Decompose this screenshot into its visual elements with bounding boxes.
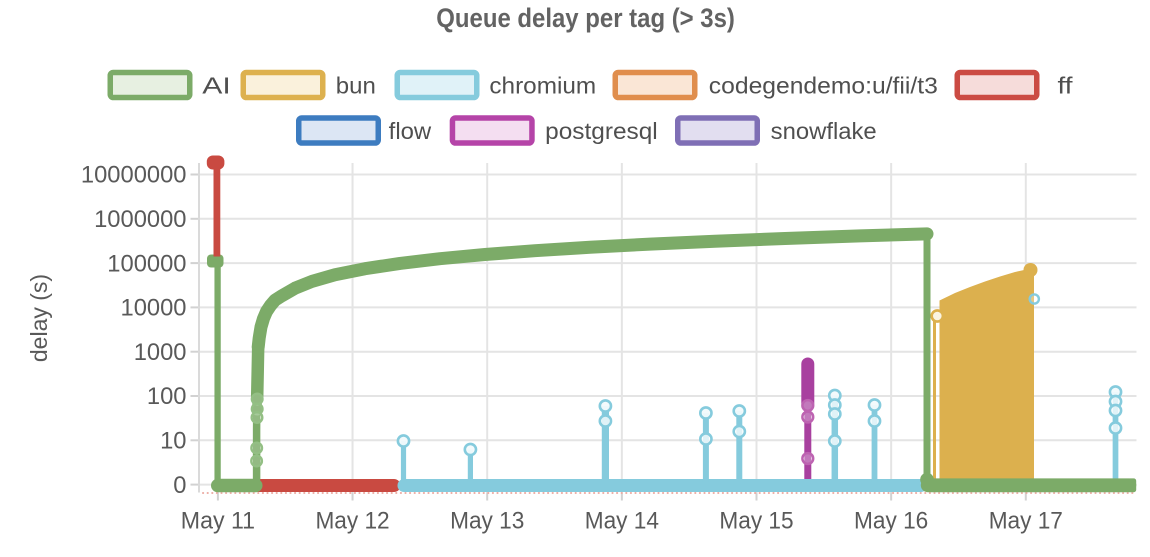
svg-text:May 15: May 15 [719, 508, 793, 535]
svg-text:codegendemo:u/fii/t3: codegendemo:u/fii/t3 [709, 73, 938, 99]
svg-text:flow: flow [389, 118, 432, 144]
svg-text:0: 0 [173, 472, 186, 499]
svg-text:May 14: May 14 [585, 508, 659, 535]
svg-text:May 11: May 11 [181, 508, 255, 535]
svg-text:10000: 10000 [121, 295, 187, 322]
svg-text:100000: 100000 [107, 250, 186, 277]
svg-text:10000000: 10000000 [81, 162, 187, 189]
svg-text:AI: AI [202, 73, 231, 99]
svg-text:chromium: chromium [489, 73, 596, 99]
svg-text:May 13: May 13 [450, 508, 524, 535]
svg-text:ff: ff [1058, 73, 1074, 99]
svg-text:delay (s): delay (s) [26, 274, 52, 362]
svg-text:snowflake: snowflake [771, 118, 877, 144]
svg-text:1000: 1000 [134, 339, 187, 366]
svg-text:May 17: May 17 [989, 508, 1063, 535]
svg-text:Queue delay per tag (> 3s): Queue delay per tag (> 3s) [436, 3, 735, 33]
svg-text:May 12: May 12 [315, 508, 389, 535]
svg-text:100: 100 [147, 383, 187, 410]
svg-text:10: 10 [160, 428, 186, 455]
svg-text:postgresql: postgresql [545, 118, 658, 144]
svg-text:May 16: May 16 [854, 508, 928, 535]
svg-text:1000000: 1000000 [94, 206, 186, 233]
svg-text:bun: bun [336, 73, 376, 99]
